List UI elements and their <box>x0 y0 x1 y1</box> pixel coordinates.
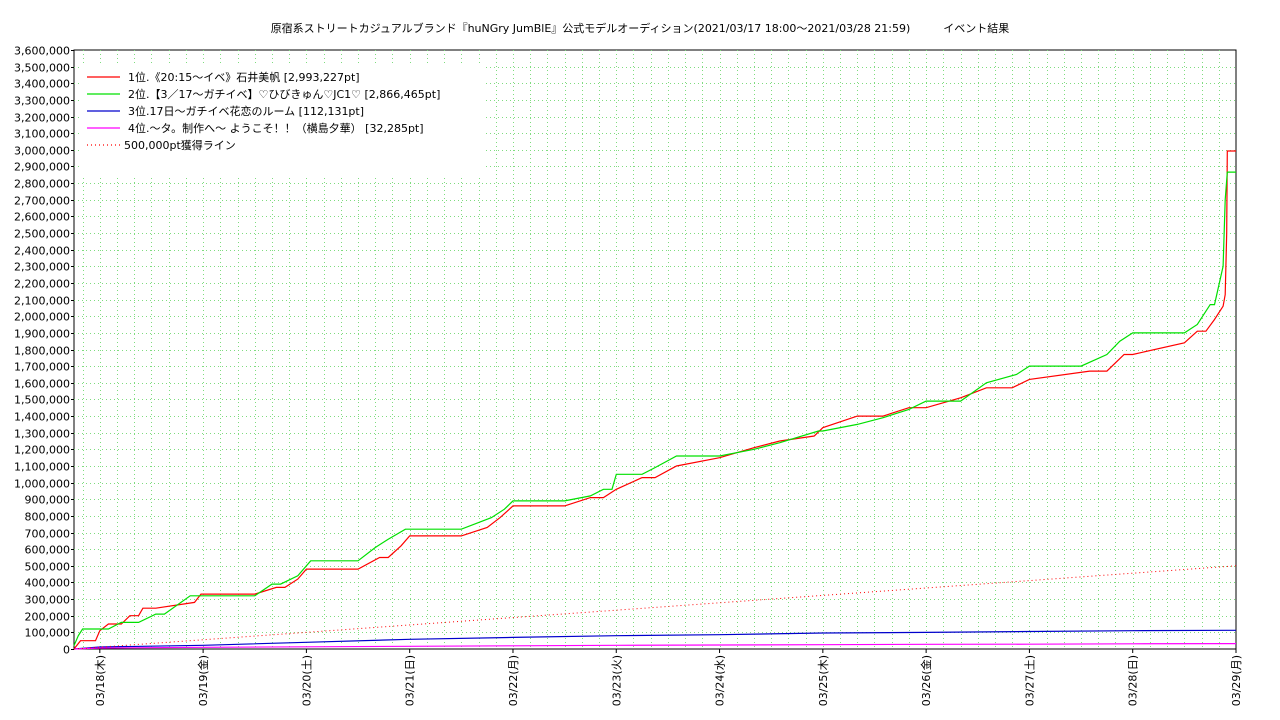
series-line-3 <box>73 629 1236 650</box>
y-tick-label: 900,000 <box>25 494 71 507</box>
y-tick-label: 3,000,000 <box>14 145 70 158</box>
x-tick-label: 03/23(火) <box>610 655 623 706</box>
y-tick-label: 2,300,000 <box>14 261 70 274</box>
y-tick-label: 700,000 <box>25 528 71 541</box>
y-tick-label: 1,900,000 <box>14 328 70 341</box>
y-tick-label: 2,700,000 <box>14 195 70 208</box>
y-tick-label: 100,000 <box>25 627 71 640</box>
x-tick-label: 03/28(日) <box>1127 655 1140 706</box>
y-tick-label: 1,000,000 <box>14 478 70 491</box>
y-tick-label: 2,200,000 <box>14 278 70 291</box>
y-tick-label: 3,100,000 <box>14 128 70 141</box>
series-line-2 <box>73 171 1236 646</box>
y-tick-label: 2,600,000 <box>14 211 70 224</box>
y-tick-label: 3,500,000 <box>14 62 70 75</box>
series-line-4 <box>73 643 1236 650</box>
y-tick-label: 1,400,000 <box>14 411 70 424</box>
y-tick-label: 1,200,000 <box>14 444 70 457</box>
x-tick-label: 03/25(木) <box>817 655 830 706</box>
y-tick-label: 200,000 <box>25 611 71 624</box>
y-tick-label: 800,000 <box>25 511 71 524</box>
y-tick-label: 1,700,000 <box>14 361 70 374</box>
plot-frame <box>73 49 1237 650</box>
y-tick-label: 1,500,000 <box>14 394 70 407</box>
chart-title: 原宿系ストリートカジュアルブランド『huNGry JumBlE』公式モデルオーデ… <box>270 22 1010 35</box>
legend-label: 2位.【3／17〜ガチイベ】♡ひびきゅん♡JC1♡ [2,866,465pt] <box>128 87 440 101</box>
legend-box <box>80 64 484 178</box>
series-line-target <box>73 565 1237 650</box>
x-tick-label: 03/18(木) <box>94 655 107 706</box>
y-tick-label: 0 <box>63 644 70 657</box>
y-tick-label: 1,100,000 <box>14 461 70 474</box>
legend-label: 500,000pt獲得ライン <box>124 139 236 152</box>
y-tick-label: 2,400,000 <box>14 245 70 258</box>
x-tick-label: 03/22(月) <box>507 655 520 706</box>
x-tick-label: 03/26(金) <box>919 655 933 706</box>
x-tick-label: 03/21(日) <box>404 655 417 706</box>
x-tick-label: 03/20(土) <box>300 655 313 706</box>
x-tick-label: 03/24(水) <box>714 655 727 706</box>
legend-label: 3位.17日〜ガチイベ花恋のルーム [112,131pt] <box>128 104 364 118</box>
y-tick-label: 2,900,000 <box>14 161 70 174</box>
y-tick-label: 1,300,000 <box>14 428 70 441</box>
y-tick-label: 3,200,000 <box>14 112 70 125</box>
x-tick-label: 03/29(月) <box>1230 655 1243 706</box>
x-tick-label: 03/27(土) <box>1023 655 1036 706</box>
y-tick-label: 3,600,000 <box>14 45 70 58</box>
legend-label: 4位.〜タ。制作へ〜 ようこそ！！（横島夕華） [32,285pt] <box>128 121 424 135</box>
y-tick-label: 2,500,000 <box>14 228 70 241</box>
y-tick-label: 3,300,000 <box>14 95 70 108</box>
y-tick-label: 300,000 <box>25 594 71 607</box>
y-tick-label: 2,000,000 <box>14 311 70 324</box>
series-line-1 <box>73 150 1236 650</box>
legend-label: 1位.《20:15〜イベ》石井美帆 [2,993,227pt] <box>128 70 360 84</box>
y-tick-label: 600,000 <box>25 544 71 557</box>
y-tick-label: 400,000 <box>25 577 71 590</box>
y-tick-label: 2,100,000 <box>14 295 70 308</box>
y-tick-label: 3,400,000 <box>14 78 70 91</box>
y-tick-label: 500,000 <box>25 561 71 574</box>
x-tick-label: 03/19(金) <box>196 655 210 706</box>
y-tick-label: 1,800,000 <box>14 345 70 358</box>
y-tick-label: 1,600,000 <box>14 378 70 391</box>
y-tick-label: 2,800,000 <box>14 178 70 191</box>
